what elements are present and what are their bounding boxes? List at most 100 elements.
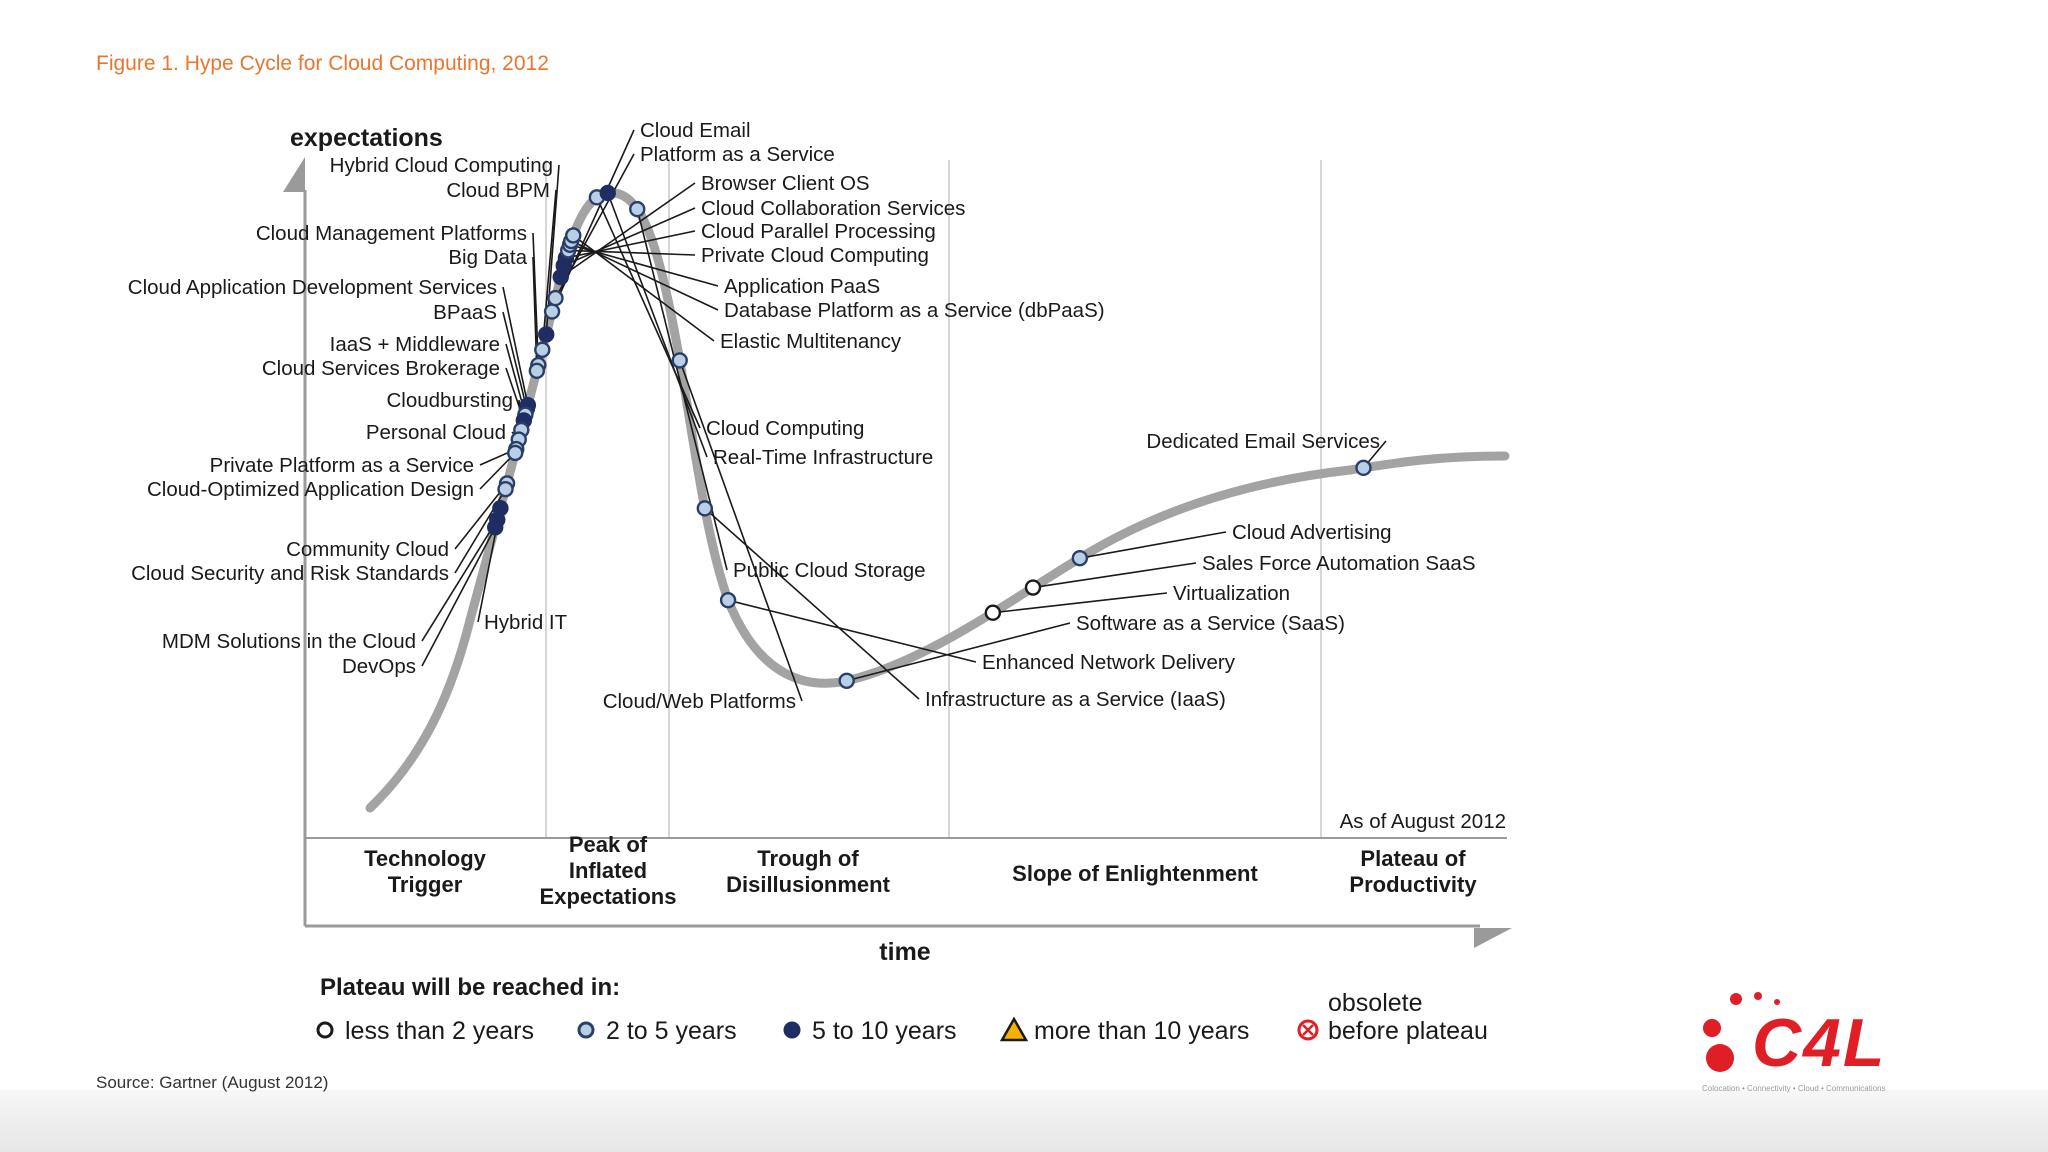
label-cloud-computing: Cloud Computing (706, 417, 864, 440)
legend-item-lt2: less than 2 years (316, 1017, 534, 1045)
legend-item-2to5: 2 to 5 years (577, 1017, 737, 1045)
marker-software-as-a-service-saas (838, 672, 855, 689)
phase-label-peak-of-inflated-expectations: Peak of Inflated Expectations (540, 832, 677, 909)
label-cloud-security-and-risk-standards: Cloud Security and Risk Standards (131, 562, 449, 585)
as-of-note: As of August 2012 (1340, 810, 1506, 833)
leader-virtualization (992, 592, 1168, 614)
marker-hybrid-cloud-computing (538, 326, 555, 343)
figure-title: Figure 1. Hype Cycle for Cloud Computing… (96, 52, 549, 75)
marker-platform-as-a-service (547, 289, 564, 307)
label-mdm-solutions-in-the-cloud: MDM Solutions in the Cloud (162, 630, 416, 653)
y-axis-label: expectations (290, 124, 443, 152)
x-axis-label: time (879, 938, 931, 966)
leader-browser-client-os (560, 182, 696, 278)
marker-cloud-security-and-risk-standards (497, 480, 514, 498)
label-platform-as-a-service: Platform as a Service (640, 143, 835, 166)
logo-dot-large (1706, 1044, 1734, 1072)
marker-elastic-multitenancy (565, 227, 582, 244)
leader-mdm-solutions-in-the-cloud (421, 519, 498, 642)
label-virtualization: Virtualization (1173, 582, 1290, 605)
legend: less than 2 years 2 to 5 years 5 to 10 yea… (316, 989, 1488, 1045)
legend-swatch-cross (1302, 1024, 1314, 1036)
leader-cloud-advertising (1079, 531, 1227, 559)
marker-enhanced-network-delivery (719, 591, 737, 609)
y-axis-arrow (283, 157, 305, 192)
label-hybrid-it: Hybrid IT (484, 611, 568, 634)
legend-swatch-2to5 (577, 1021, 595, 1039)
label-application-paas: Application PaaS (724, 275, 880, 298)
leader-cloud-application-development-services (502, 286, 529, 406)
label-bpaas: BPaaS (433, 301, 497, 324)
legend-label-lt2: less than 2 years (345, 1017, 534, 1045)
label-big-data: Big Data (448, 246, 527, 269)
marker-dedicated-email-services (1355, 459, 1372, 477)
label-enhanced-network-delivery: Enhanced Network Delivery (982, 651, 1236, 674)
legend-label-obs: obsolete before plateau (1328, 989, 1488, 1045)
slide-footer-band (0, 1090, 2048, 1152)
phase-label-plateau-of-productivity: Plateau of Productivity (1349, 846, 1477, 897)
marker-cloud-email (543, 303, 561, 320)
phase-label-trough-of-disillusionment: Trough of Disillusionment (726, 846, 890, 897)
label-cloud-services-brokerage: Cloud Services Brokerage (262, 357, 500, 380)
leader-sales-force-automation-saas (1032, 562, 1197, 589)
label-database-platform-as-a-service-dbpaas: Database Platform as a Service (dbPaaS) (724, 299, 1105, 322)
legend-swatch-5to10 (783, 1021, 801, 1039)
x-axis-arrow (1474, 928, 1512, 948)
technology-markers (487, 184, 1372, 689)
label-cloudbursting: Cloudbursting (387, 389, 514, 412)
label-dedicated-email-services: Dedicated Email Services (1146, 430, 1380, 453)
phase-label-technology-trigger: Technology Trigger (364, 846, 487, 897)
logo-dot-small-2 (1754, 992, 1762, 1000)
leader-enhanced-network-delivery (727, 599, 977, 663)
marker-cloud-optimized-application-design (507, 444, 524, 462)
label-real-time-infrastructure: Real-Time Infrastructure (713, 446, 933, 469)
logo-tagline: Colocation • Connectivity • Cloud • Comm… (1702, 1084, 1886, 1093)
label-cloud-parallel-processing: Cloud Parallel Processing (701, 220, 936, 243)
legend-label-gt10: more than 10 years (1034, 1017, 1249, 1045)
legend-item-gt10: more than 10 years (999, 1016, 1249, 1045)
marker-infrastructure-as-a-service-iaas (696, 500, 713, 517)
label-iaas-middleware: IaaS + Middleware (330, 333, 500, 356)
leader-platform-as-a-service (554, 153, 635, 299)
legend-item-obs: obsolete before plateau (1297, 989, 1488, 1045)
label-cloud-web-platforms: Cloud/Web Platforms (603, 690, 796, 713)
label-private-platform-as-a-service: Private Platform as a Service (210, 454, 474, 477)
phase-label-slope-of-enlightenment: Slope of Enlightenment (1012, 861, 1258, 886)
label-public-cloud-storage: Public Cloud Storage (733, 559, 926, 582)
logo-dot-medium (1703, 1019, 1721, 1037)
legend-swatch-lt2 (316, 1021, 334, 1039)
leader-bpaas (502, 311, 528, 410)
leader-cloud-web-platforms (678, 360, 803, 702)
leader-software-as-a-service-saas (846, 622, 1071, 682)
axes: expectations time (283, 124, 1512, 966)
label-elastic-multitenancy: Elastic Multitenancy (720, 330, 902, 353)
label-cloud-bpm: Cloud BPM (446, 179, 550, 202)
leader-community-cloud (454, 482, 508, 550)
label-cloud-collaboration-services: Cloud Collaboration Services (701, 197, 965, 220)
label-cloud-optimized-application-design: Cloud-Optimized Application Design (147, 478, 474, 501)
leader-cloud-bpm (541, 189, 557, 350)
leader-cloud-optimized-application-design (479, 452, 516, 490)
label-software-as-a-service-saas: Software as a Service (SaaS) (1076, 612, 1345, 635)
marker-big-data (528, 362, 546, 379)
legend-item-5to10: 5 to 10 years (783, 1017, 957, 1045)
label-community-cloud: Community Cloud (286, 538, 449, 561)
marker-real-time-infrastructure (599, 184, 616, 202)
label-cloud-management-platforms: Cloud Management Platforms (256, 222, 527, 245)
leader-cloud-parallel-processing (565, 230, 696, 259)
label-hybrid-cloud-computing: Hybrid Cloud Computing (330, 154, 553, 177)
phase-labels: Technology Trigger Peak of Inflated Expectat… (364, 832, 1477, 909)
leader-cloud-management-platforms (532, 232, 540, 366)
leader-cloud-collaboration-services (563, 207, 696, 267)
marker-public-cloud-storage (629, 200, 646, 218)
label-private-cloud-computing: Private Cloud Computing (701, 244, 929, 267)
marker-cloud-bpm (534, 341, 551, 358)
label-cloud-advertising: Cloud Advertising (1232, 521, 1392, 544)
marker-cloud-advertising (1071, 549, 1089, 567)
leader-real-time-infrastructure (607, 192, 708, 458)
leader-devops (421, 526, 496, 667)
logo-dot-small-1 (1730, 993, 1742, 1005)
marker-virtualization (984, 604, 1002, 621)
